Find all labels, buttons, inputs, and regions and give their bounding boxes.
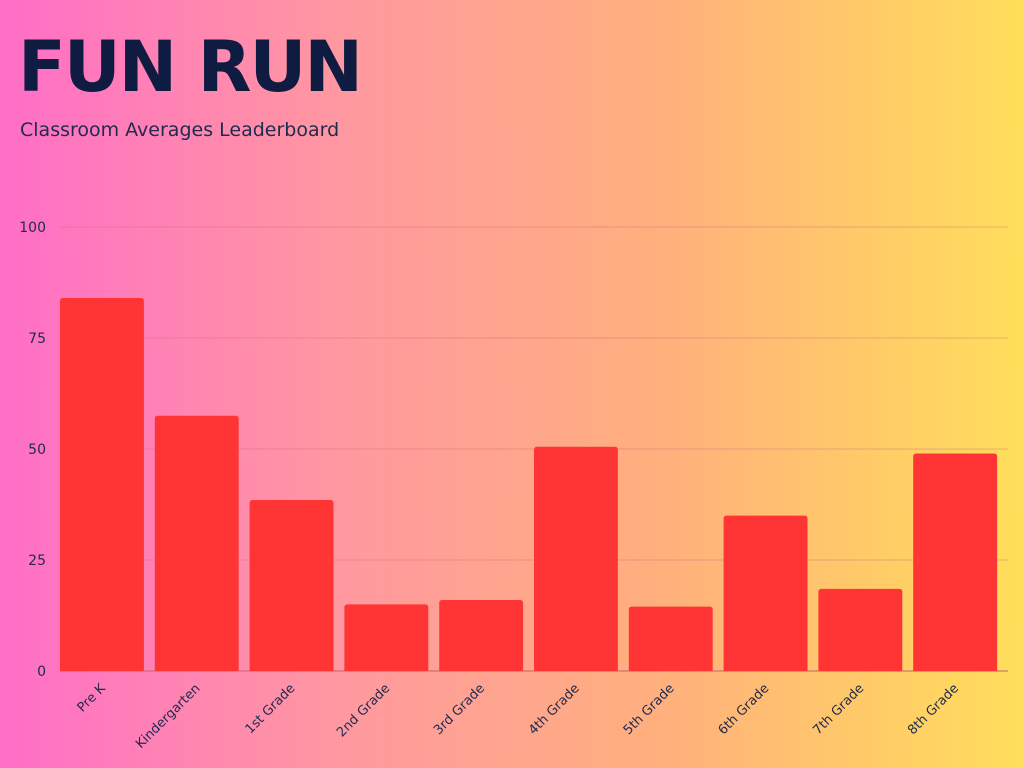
bar-2nd-grade <box>344 604 429 671</box>
x-tick-label: 2nd Grade <box>334 681 393 740</box>
y-tick-label: 0 <box>37 664 46 680</box>
x-axis-labels: Pre K Kindergarten 1st Grade 2nd Grade 3rd G… <box>75 681 962 752</box>
bar-3rd-grade <box>439 599 524 671</box>
bar-4th-grade <box>534 446 618 671</box>
bar-5th-grade <box>628 606 713 671</box>
bar-7th-grade <box>818 588 903 671</box>
y-tick-label: 25 <box>28 553 46 569</box>
x-tick-label: 6th Grade <box>716 681 773 738</box>
y-tick-label: 75 <box>28 331 46 347</box>
bars <box>60 298 998 671</box>
page-title: FUN RUN <box>18 26 363 108</box>
y-tick-label: 100 <box>19 220 46 236</box>
x-tick-label: Pre K <box>75 681 110 716</box>
bar-pre-k <box>60 298 144 671</box>
x-tick-label: 8th Grade <box>905 681 962 738</box>
bar-8th-grade <box>913 453 998 671</box>
x-tick-label: 4th Grade <box>526 681 583 738</box>
x-tick-label: 3rd Grade <box>431 681 488 738</box>
x-tick-label: 1st Grade <box>243 681 299 737</box>
bar-6th-grade <box>723 515 808 671</box>
x-tick-label: 5th Grade <box>621 681 678 738</box>
y-tick-label: 50 <box>28 442 46 458</box>
y-axis-ticks: 0 25 50 75 100 <box>19 220 46 680</box>
x-tick-label: 7th Grade <box>810 681 867 738</box>
bar-kindergarten <box>154 415 239 671</box>
page-subtitle: Classroom Averages Leaderboard <box>20 119 340 141</box>
bar-1st-grade <box>249 500 334 671</box>
x-tick-label: Kindergarten <box>133 681 203 751</box>
